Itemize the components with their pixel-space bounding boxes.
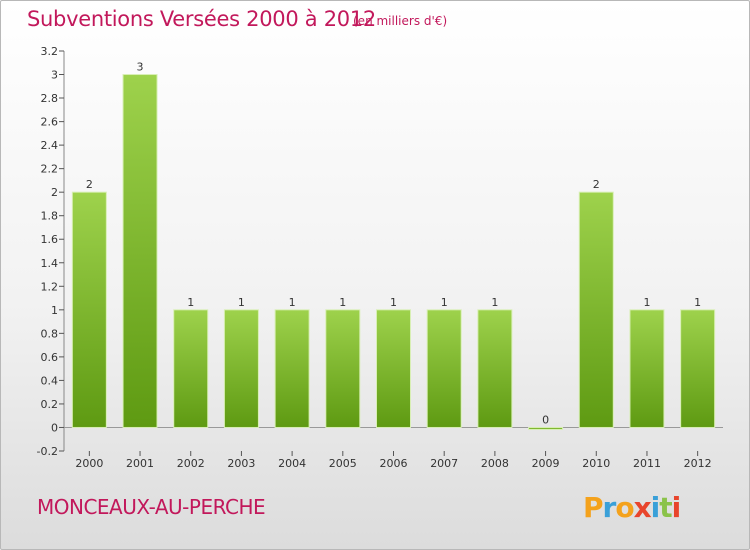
x-tick-label: 2001 <box>126 457 154 470</box>
data-label: 1 <box>390 296 397 309</box>
y-tick-label: 1.4 <box>41 257 59 270</box>
x-tick-label: 2011 <box>633 457 661 470</box>
logo-letter: x <box>633 491 652 524</box>
y-tick-label: 0.8 <box>41 327 59 340</box>
chart-subtitle: (en milliers d'€) <box>353 14 448 28</box>
bar <box>71 191 107 428</box>
y-tick-label: 1.6 <box>41 233 59 246</box>
data-label: 1 <box>339 296 346 309</box>
data-label: 3 <box>137 61 144 74</box>
x-tick-label: 2000 <box>75 457 103 470</box>
data-label: 1 <box>694 296 701 309</box>
x-tick-label: 2008 <box>481 457 509 470</box>
x-tick-label: 2006 <box>380 457 408 470</box>
y-tick-label: 2.6 <box>41 116 59 129</box>
logo-letter: r <box>602 491 617 524</box>
y-tick-label: 2.4 <box>41 139 59 152</box>
bar <box>629 309 665 428</box>
bar <box>376 309 411 428</box>
x-tick-label: 2004 <box>278 457 306 470</box>
bar <box>122 74 158 428</box>
logo-letter: i <box>650 491 661 524</box>
y-tick-label: 2.8 <box>41 92 59 105</box>
bar <box>173 309 209 428</box>
y-tick-label: 0 <box>51 421 58 434</box>
bar <box>578 191 614 428</box>
y-tick-label: 0.4 <box>41 374 59 387</box>
bar <box>325 309 361 428</box>
data-label: 1 <box>491 296 498 309</box>
data-label: 1 <box>238 296 245 309</box>
y-tick-label: 2.2 <box>41 163 59 176</box>
data-label: 0 <box>542 413 549 426</box>
logo-letter: i <box>671 491 682 524</box>
x-tick-label: 2009 <box>532 457 560 470</box>
y-tick-label: -0.2 <box>37 445 58 458</box>
commune-name: MONCEAUX-AU-PERCHE <box>37 495 266 519</box>
data-label: 1 <box>187 296 194 309</box>
bar <box>426 309 462 428</box>
bar <box>477 309 513 428</box>
logo-letter: P <box>583 491 604 524</box>
x-tick-label: 2005 <box>329 457 357 470</box>
bar <box>680 309 716 428</box>
data-label: 1 <box>289 296 296 309</box>
logo-letter: o <box>615 491 634 524</box>
data-label: 2 <box>86 178 93 191</box>
x-tick-label: 2003 <box>227 457 255 470</box>
bar <box>223 309 259 428</box>
y-tick-label: 1.8 <box>41 210 59 223</box>
x-tick-label: 2010 <box>582 457 610 470</box>
x-tick-label: 2002 <box>177 457 205 470</box>
y-tick-label: 0.2 <box>41 398 59 411</box>
x-tick-label: 2007 <box>430 457 458 470</box>
logo-letter: t <box>659 491 672 524</box>
data-label: 1 <box>441 296 448 309</box>
y-tick-label: 0.6 <box>41 351 59 364</box>
y-tick-label: 3 <box>51 69 58 82</box>
bar <box>528 426 564 430</box>
y-tick-label: 3.2 <box>41 45 59 58</box>
proxiti-logo: Proxiti <box>583 491 682 524</box>
y-tick-label: 2 <box>51 186 58 199</box>
y-tick-label: 1.2 <box>41 280 59 293</box>
x-tick-label: 2012 <box>684 457 712 470</box>
chart-title: Subventions Versées 2000 à 2012 <box>27 7 376 31</box>
data-label: 2 <box>593 178 600 191</box>
y-tick-label: 1 <box>51 304 58 317</box>
data-label: 1 <box>643 296 650 309</box>
bar <box>274 309 310 428</box>
